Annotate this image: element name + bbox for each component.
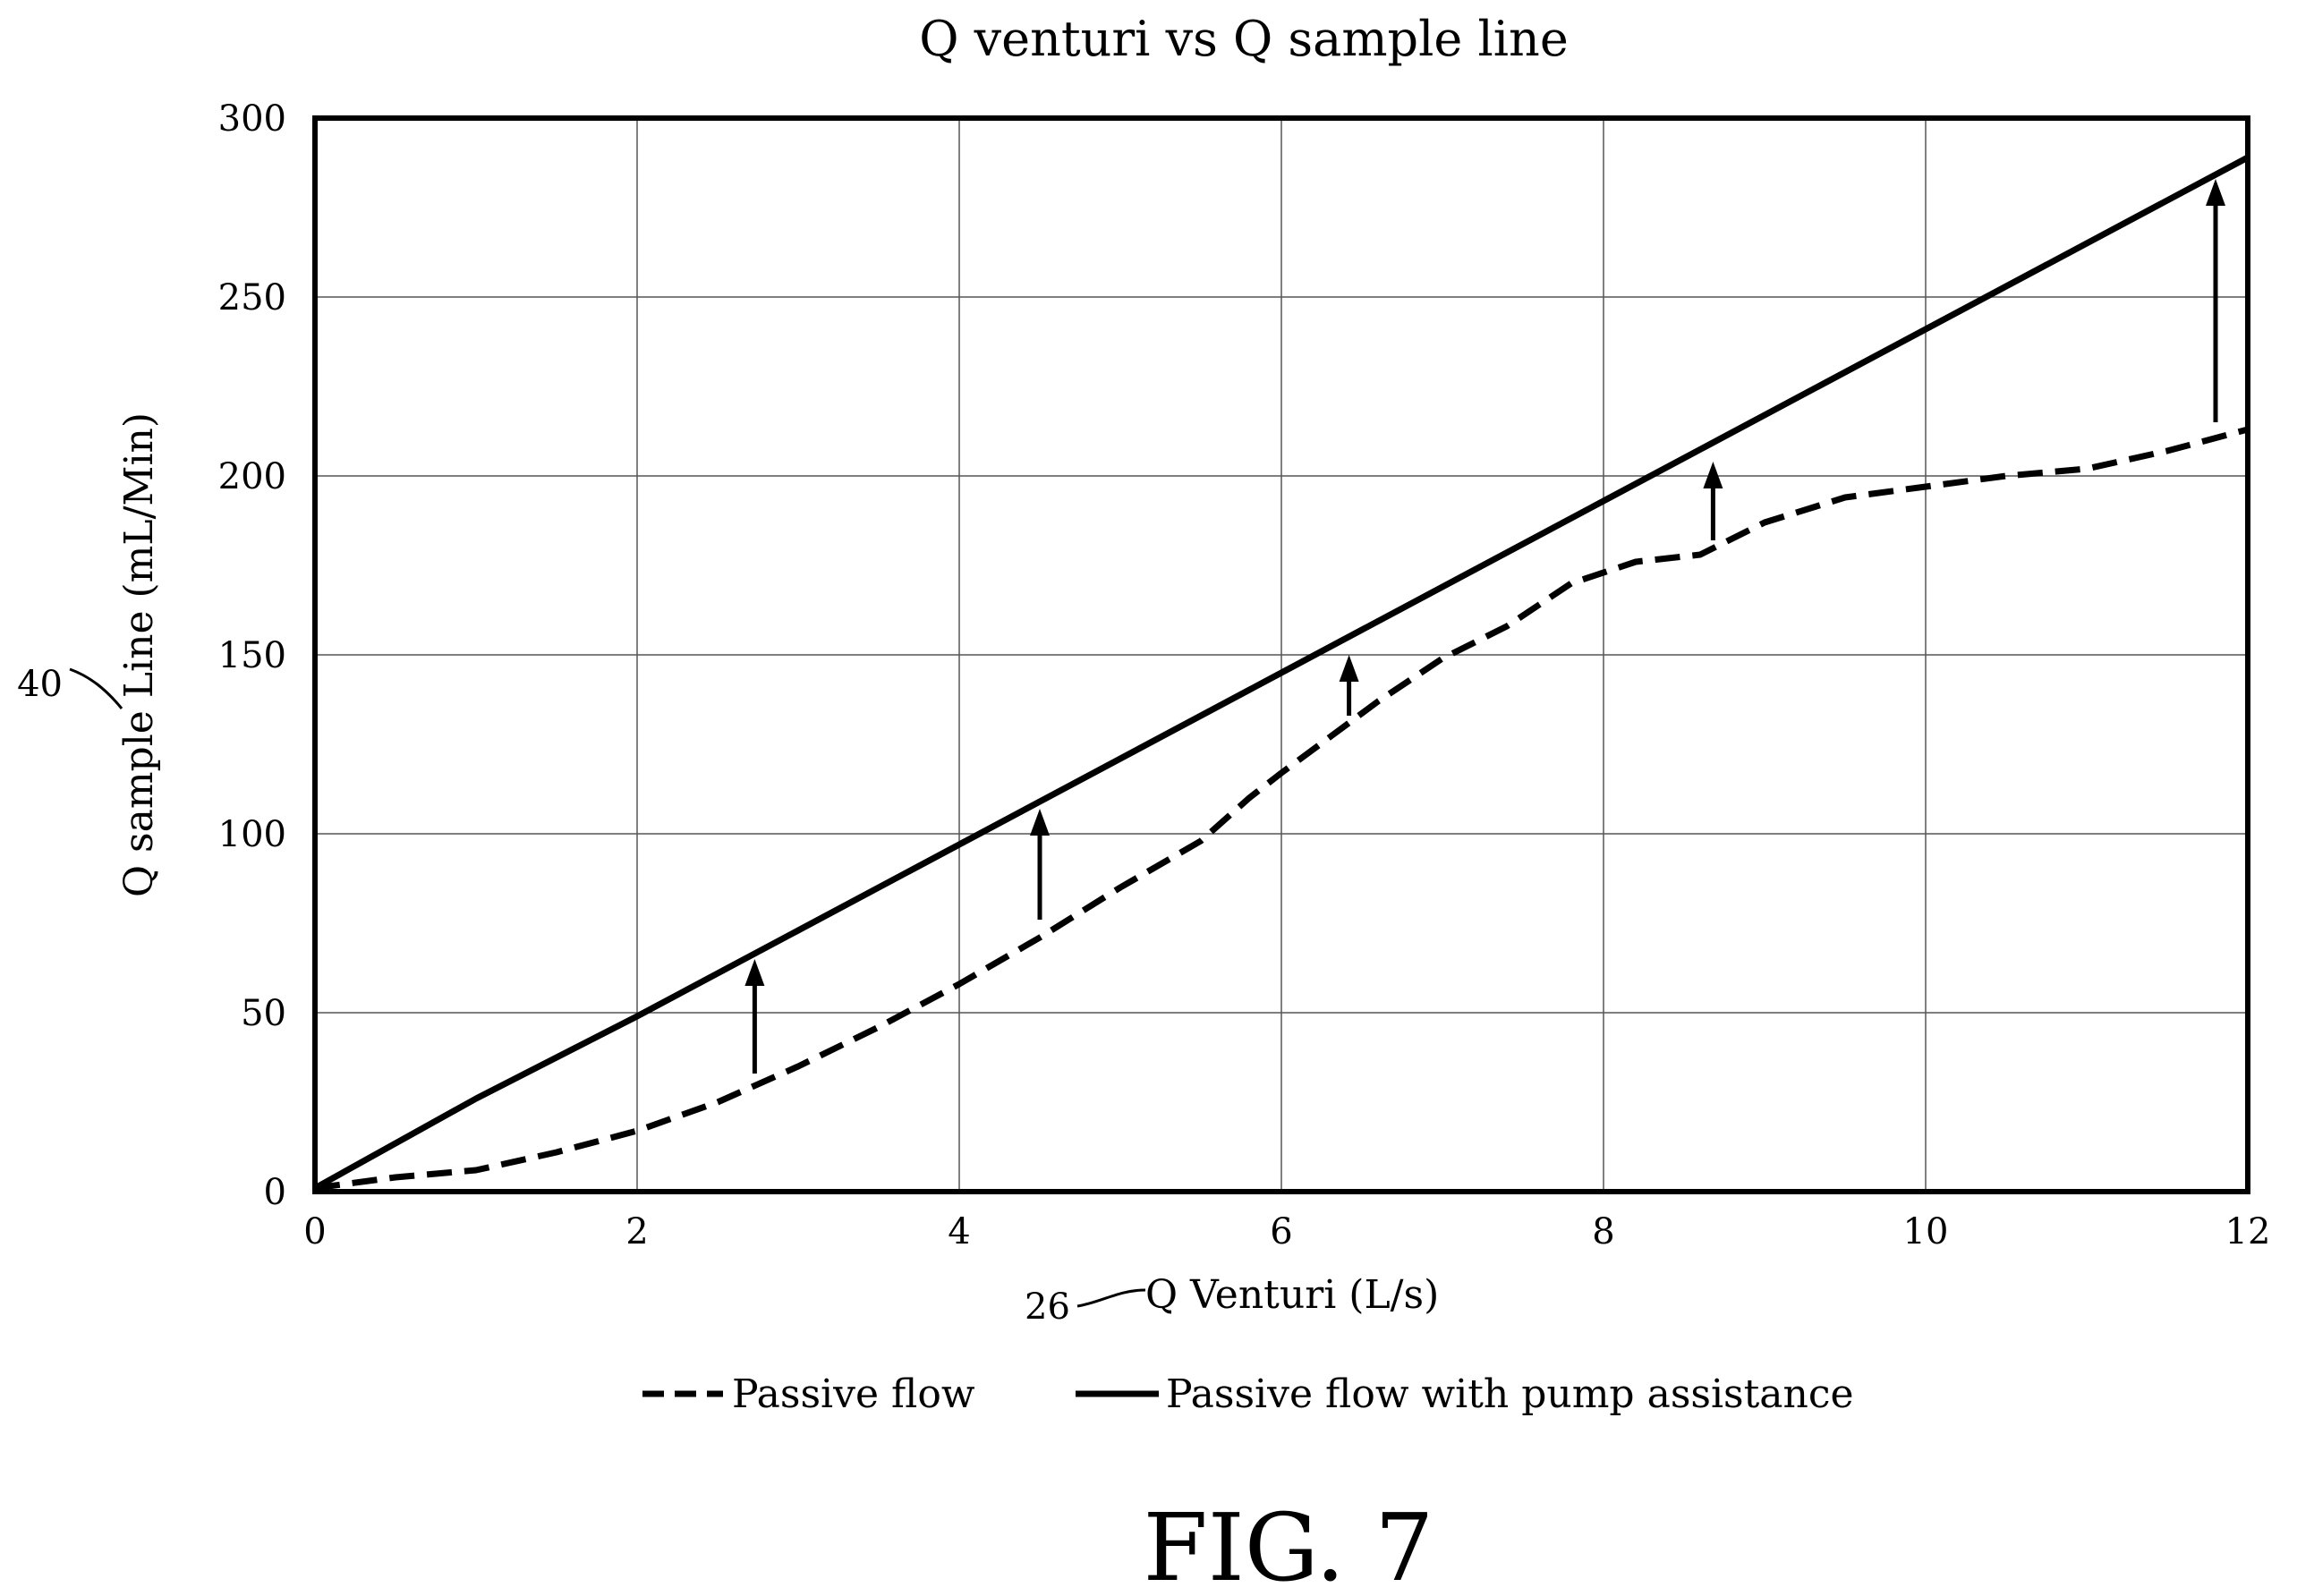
y-tick-label: 200 — [218, 456, 286, 497]
y-tick-label: 50 — [241, 993, 286, 1034]
legend: Passive flow Passive flow with pump assi… — [642, 1371, 1854, 1417]
x-tick-label: 8 — [1592, 1211, 1614, 1252]
x-axis-label: Q Venturi (L/s) — [1145, 1272, 1439, 1318]
grid — [315, 118, 2248, 1192]
x-tick-label: 2 — [625, 1211, 648, 1252]
y-axis-label: Q sample Line (mL/Min) — [116, 412, 162, 897]
y-axis-ref-leader — [69, 667, 123, 709]
legend-label-pump-assistance: Passive flow with pump assistance — [1166, 1371, 1854, 1417]
y-axis-ref-number: 40 — [17, 664, 63, 705]
y-tick-label: 0 — [264, 1172, 286, 1213]
arrow-head — [1703, 462, 1723, 488]
x-tick-label: 10 — [1903, 1211, 1949, 1252]
x-tick-label: 6 — [1270, 1211, 1292, 1252]
arrow-head — [1030, 809, 1050, 836]
figure-label: FIG. 7 — [1144, 1493, 1434, 1596]
plot-frame — [312, 115, 2250, 1194]
series-line-pump-assistance — [313, 154, 2250, 1192]
x-tick-label: 12 — [2225, 1211, 2271, 1252]
annotation-arrows — [744, 179, 2225, 1074]
arrow-head — [744, 959, 765, 986]
y-tick-label: 300 — [218, 98, 286, 140]
y-tick-label: 150 — [218, 635, 286, 676]
x-tick-label: 0 — [303, 1211, 326, 1252]
y-tick-labels: 0 50 100 150 200 250 300 — [218, 98, 286, 1213]
y-tick-label: 250 — [218, 277, 286, 318]
x-tick-label: 4 — [948, 1211, 970, 1252]
x-axis-ref-number: 26 — [1025, 1286, 1070, 1328]
chart-title: Q venturi vs Q sample line — [919, 11, 1569, 67]
y-tick-label: 100 — [218, 814, 286, 855]
series-line-passive-flow — [314, 426, 2249, 1192]
arrow-head — [2206, 179, 2225, 206]
series-layer — [313, 154, 2250, 1192]
legend-label-passive-flow: Passive flow — [732, 1371, 975, 1417]
x-axis-ref-leader — [1076, 1288, 1146, 1308]
arrow-head — [1339, 655, 1359, 682]
x-tick-labels: 0 2 4 6 8 10 12 — [303, 1211, 2270, 1252]
